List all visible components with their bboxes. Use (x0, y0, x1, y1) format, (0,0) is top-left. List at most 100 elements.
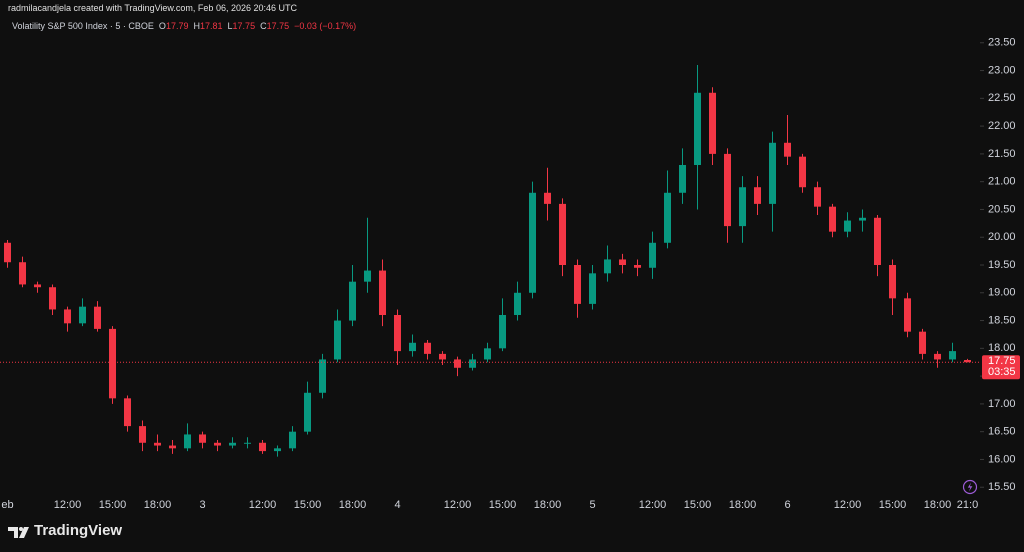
candle-body (889, 265, 896, 299)
legend: Volatility S&P 500 Index · 5 · CBOE O17.… (12, 21, 356, 31)
candle-body (349, 281, 356, 321)
candle-body (664, 192, 671, 243)
candle-body (109, 328, 116, 399)
candle-body (394, 315, 401, 352)
x-tick-label: 18:00 (339, 499, 367, 511)
candle-body (964, 360, 971, 363)
plot-area (0, 65, 980, 457)
candle-body (574, 265, 581, 304)
y-tick-label: 17.00 (988, 398, 1016, 410)
candle-body (739, 187, 746, 227)
candle-body (814, 187, 821, 207)
candle-body (94, 306, 101, 329)
x-tick-label: 18:00 (924, 499, 952, 511)
candle-body (589, 273, 596, 304)
candle-body (64, 309, 71, 324)
candle-body (424, 342, 431, 354)
x-tick-label: 18:00 (534, 499, 562, 511)
candle-body (619, 259, 626, 265)
candle-body (904, 298, 911, 332)
candle-body (559, 203, 566, 265)
candle-body (274, 448, 281, 452)
candle-body (154, 442, 161, 446)
candle-body (799, 156, 806, 188)
y-tick-label: 19.00 (988, 287, 1016, 299)
candle-body (319, 359, 326, 393)
candle-body (439, 353, 446, 360)
candle-body (769, 142, 776, 204)
x-tick-label: 12:00 (639, 499, 667, 511)
legend-value: 17.79 (165, 21, 189, 31)
x-tick-label: eb (1, 499, 13, 511)
candle-body (289, 431, 296, 449)
x-tick-label: 4 (394, 499, 400, 511)
y-tick-label: 15.50 (988, 481, 1016, 493)
countdown-label: 03:35 (988, 366, 1016, 378)
legend-letter: L (227, 21, 233, 31)
brand-logo-icon (8, 527, 29, 538)
candle-body (859, 217, 866, 221)
legend-value: 17.75 (232, 21, 256, 31)
candle-body (724, 153, 731, 227)
x-tick-label: 15:00 (489, 499, 517, 511)
brand: TradingView (34, 522, 123, 539)
y-tick-label: 16.50 (988, 426, 1016, 438)
candle-body (379, 270, 386, 315)
candle-body (949, 351, 956, 360)
candle-body (754, 187, 761, 204)
candle-body (214, 442, 221, 446)
candle-body (529, 192, 536, 293)
candle-body (34, 284, 41, 288)
alert-icon[interactable] (962, 479, 978, 495)
candle-body (499, 315, 506, 349)
candle-body (469, 359, 476, 368)
symbol: Volatility S&P 500 Index · 5 · CBOE (12, 21, 154, 31)
y-tick-label: 23.00 (988, 64, 1016, 76)
y-tick-label: 16.00 (988, 453, 1016, 465)
candle-body (124, 398, 131, 427)
x-tick-label: 6 (784, 499, 790, 511)
legend-letter: H (193, 21, 200, 31)
y-tick-label: 18.00 (988, 342, 1016, 354)
candle-body (304, 392, 311, 432)
y-tick-label: 19.50 (988, 259, 1016, 271)
candle-body (139, 426, 146, 443)
y-tick-label: 18.50 (988, 314, 1016, 326)
y-tick-label: 22.00 (988, 120, 1016, 132)
candle-body (844, 220, 851, 232)
candle-body (649, 242, 656, 268)
y-tick-label: 22.50 (988, 92, 1016, 104)
candle-body (244, 442, 251, 444)
last-price-tag (982, 355, 1020, 380)
candle-body (364, 270, 371, 282)
last-price-label: 17.75 (988, 355, 1016, 367)
candle-body (694, 92, 701, 165)
x-tick-label: 12:00 (444, 499, 472, 511)
x-tick-label: 18:00 (144, 499, 172, 511)
candle-body (259, 442, 266, 452)
x-tick-label: 18:00 (729, 499, 757, 511)
candle-body (544, 192, 551, 204)
candle-body (4, 242, 11, 263)
legend-value: 17.81 (199, 21, 223, 31)
candle-body (784, 142, 791, 157)
legend-letter: O (158, 21, 166, 31)
candle-body (184, 434, 191, 449)
x-tick-label: 15:00 (879, 499, 907, 511)
x-tick-label: 15:00 (99, 499, 127, 511)
x-tick-label: 21:0 (957, 499, 978, 511)
y-tick-label: 21.50 (988, 148, 1016, 160)
legend-value: 17.75 (266, 21, 290, 31)
header: radmilacandjela created with TradingView… (8, 3, 297, 13)
candle-body (919, 331, 926, 354)
candle-body (874, 217, 881, 265)
candle-body (829, 206, 836, 232)
candle-body (49, 287, 56, 310)
candle-body (514, 292, 521, 315)
candle-body (229, 442, 236, 446)
candle-body (634, 265, 641, 268)
candle-body (199, 434, 206, 443)
candle-body (709, 92, 716, 154)
